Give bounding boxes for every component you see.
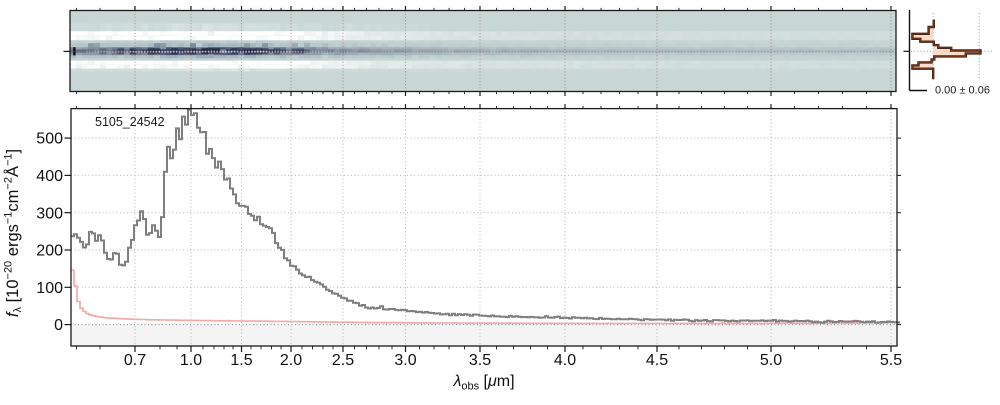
svg-text:1.5: 1.5 bbox=[230, 352, 252, 369]
svg-text:λobs [μm]: λobs [μm] bbox=[452, 373, 514, 393]
svg-text:3.0: 3.0 bbox=[394, 352, 416, 369]
svg-text:100: 100 bbox=[36, 280, 63, 297]
svg-text:4.0: 4.0 bbox=[554, 352, 576, 369]
svg-text:200: 200 bbox=[36, 243, 63, 260]
svg-text:0.00 ± 0.06: 0.00 ± 0.06 bbox=[935, 85, 990, 97]
svg-text:0: 0 bbox=[54, 317, 63, 334]
svg-text:300: 300 bbox=[36, 205, 63, 222]
svg-text:0.7: 0.7 bbox=[124, 352, 146, 369]
svg-text:fλ [10−20 ergs−1cm−2Å−1]: fλ [10−20 ergs−1cm−2Å−1] bbox=[3, 149, 25, 317]
svg-text:2.5: 2.5 bbox=[332, 352, 354, 369]
svg-text:3.5: 3.5 bbox=[469, 352, 491, 369]
svg-text:1.0: 1.0 bbox=[180, 352, 202, 369]
svg-text:4.5: 4.5 bbox=[646, 352, 668, 369]
svg-text:2.0: 2.0 bbox=[280, 352, 302, 369]
svg-text:500: 500 bbox=[36, 131, 63, 148]
svg-text:5.0: 5.0 bbox=[760, 352, 782, 369]
svg-text:5105_24542: 5105_24542 bbox=[95, 115, 165, 129]
svg-text:400: 400 bbox=[36, 168, 63, 185]
svg-text:5.5: 5.5 bbox=[880, 352, 902, 369]
